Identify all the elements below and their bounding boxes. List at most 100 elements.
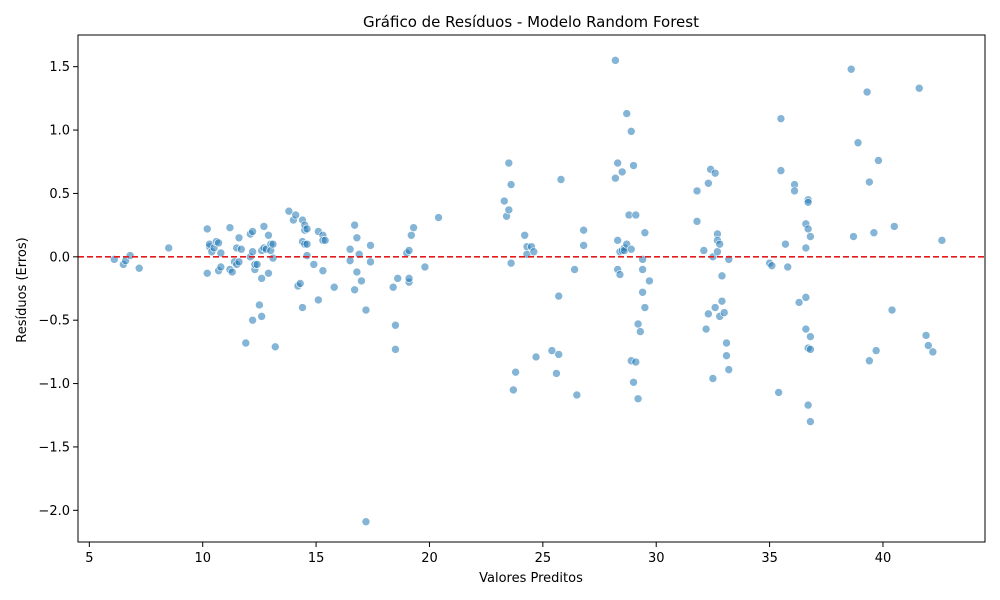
x-tick-label: 35 xyxy=(761,551,778,566)
data-point xyxy=(617,167,627,177)
data-point xyxy=(613,236,622,245)
data-point xyxy=(409,223,418,232)
y-tick-label: 0.0 xyxy=(49,250,70,265)
data-point xyxy=(345,244,355,254)
data-point xyxy=(801,293,811,302)
data-point xyxy=(506,258,516,268)
data-point xyxy=(869,228,879,238)
data-point xyxy=(499,196,509,206)
data-point xyxy=(781,239,790,249)
data-point xyxy=(556,175,566,184)
data-point xyxy=(717,296,727,306)
data-point xyxy=(268,253,278,263)
data-point xyxy=(704,178,713,188)
data-point xyxy=(615,270,625,279)
data-point xyxy=(724,365,734,374)
data-point xyxy=(352,233,362,243)
data-point xyxy=(708,374,718,383)
data-point xyxy=(268,239,278,249)
data-point xyxy=(794,298,804,307)
data-point xyxy=(579,241,588,250)
data-point xyxy=(889,222,899,231)
data-point xyxy=(862,87,872,97)
data-point xyxy=(801,324,811,334)
data-point xyxy=(506,180,516,189)
data-point xyxy=(302,251,312,260)
y-axis-label: Resíduos (Erros) xyxy=(15,237,30,342)
data-point xyxy=(636,327,645,336)
data-point xyxy=(529,247,539,257)
data-point xyxy=(849,232,858,241)
chart-title: Gráfico de Resíduos - Modelo Random Fore… xyxy=(363,13,699,31)
data-point xyxy=(921,331,931,340)
data-point xyxy=(225,223,235,232)
x-tick-label: 40 xyxy=(875,551,892,566)
data-point xyxy=(645,276,654,286)
data-point xyxy=(692,186,702,196)
data-point xyxy=(164,243,173,253)
data-point xyxy=(511,367,520,377)
data-point xyxy=(554,350,564,359)
data-point xyxy=(801,243,811,253)
x-tick-label: 10 xyxy=(194,551,211,566)
data-point xyxy=(722,338,731,348)
data-point xyxy=(629,377,638,387)
data-point xyxy=(613,158,622,168)
data-point xyxy=(125,251,135,260)
data-point xyxy=(504,205,514,215)
data-point xyxy=(520,230,529,240)
data-point xyxy=(259,222,269,231)
data-point xyxy=(366,241,375,250)
data-point xyxy=(361,305,371,315)
data-point xyxy=(626,244,636,254)
data-point xyxy=(216,262,226,272)
y-axis-ticks: 1.5 1.0 0.5 0.0 −0.5 −1.0 −1.5 −2.0 xyxy=(38,60,78,519)
data-point xyxy=(302,239,312,249)
data-point xyxy=(270,342,280,352)
data-point xyxy=(202,224,212,234)
data-point xyxy=(924,341,933,350)
data-point xyxy=(234,233,244,243)
data-point xyxy=(547,346,557,355)
data-point xyxy=(715,239,725,249)
data-point xyxy=(236,244,246,254)
data-point xyxy=(214,238,223,248)
x-tick-label: 5 xyxy=(85,551,93,566)
data-point xyxy=(234,257,244,267)
data-point xyxy=(774,388,783,397)
data-point xyxy=(783,262,793,272)
data-point xyxy=(257,274,266,283)
data-point xyxy=(252,260,262,269)
data-point xyxy=(361,517,371,527)
data-point xyxy=(887,305,897,315)
data-point xyxy=(264,268,273,278)
data-point xyxy=(318,266,328,276)
data-point xyxy=(509,385,518,395)
data-point xyxy=(345,256,355,265)
data-points xyxy=(109,56,947,527)
data-point xyxy=(704,309,713,319)
data-point xyxy=(874,156,883,165)
data-point xyxy=(914,83,924,93)
data-point xyxy=(404,274,414,283)
data-point xyxy=(803,224,813,234)
data-point xyxy=(255,300,264,310)
y-tick-label: 0.5 xyxy=(49,187,70,202)
data-point xyxy=(806,417,815,426)
data-point xyxy=(846,64,856,74)
data-point xyxy=(692,217,702,226)
data-point xyxy=(776,114,786,123)
y-tick-label: 1.5 xyxy=(49,60,70,75)
data-point xyxy=(803,400,813,410)
data-point xyxy=(320,236,330,245)
data-point xyxy=(626,127,636,136)
data-point xyxy=(572,390,582,400)
data-point xyxy=(264,230,273,240)
data-point xyxy=(803,198,813,207)
data-point xyxy=(248,315,257,325)
data-point xyxy=(298,303,307,312)
data-point xyxy=(865,356,874,366)
data-point xyxy=(937,236,947,245)
data-point xyxy=(393,274,403,283)
x-axis-label: Valores Preditos xyxy=(479,571,583,586)
